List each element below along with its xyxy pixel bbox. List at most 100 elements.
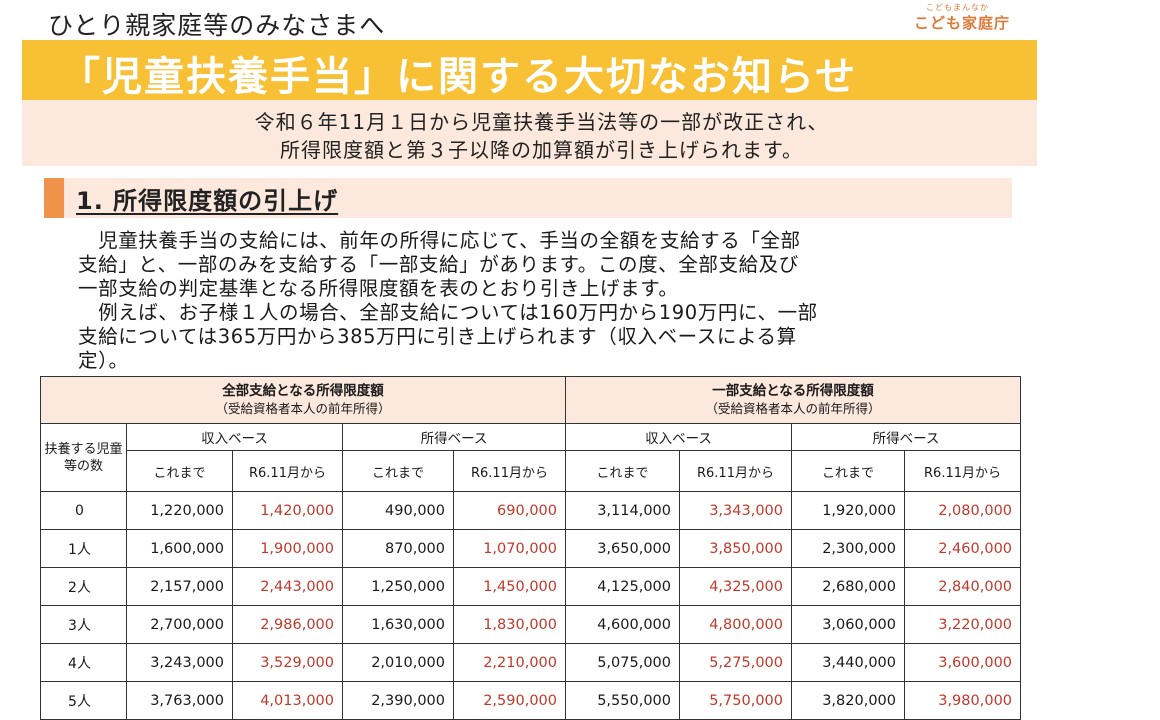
new-limit-cell: 1,450,000 [453,567,566,606]
section-heading-block: 1. 所得限度額の引上げ [44,178,1012,218]
new-limit-cell: 2,443,000 [232,567,343,606]
earnings-basis-header: 所得ベース [342,423,566,451]
partial-payment-subtitle: （受給資格者本人の前年所得） [705,401,881,416]
dependents-count-cell: 3人 [40,605,127,644]
old-limit-cell: 1,600,000 [126,529,233,568]
period-header-row: これまで R6.11月から これまで R6.11月から これまで R6.11月か… [41,450,1022,492]
dependents-count-header: 扶養する児童等の数 [40,423,127,492]
basis-header-row: 扶養する児童等の数 収入ベース 所得ベース 収入ベース 所得ベース [40,423,1022,492]
dependents-count-cell: 0 [40,491,127,530]
subtitle-line-1: 令和６年11月１日から児童扶養手当法等の一部が改正され、 [254,110,829,134]
section-accent-bar [44,178,64,218]
table-row: 1人 1,600,000 1,900,000 870,000 1,070,000 3,65… [40,529,1022,568]
old-limit-cell: 3,060,000 [791,605,905,644]
after-column-header: R6.11月から [232,450,343,492]
old-limit-cell: 3,763,000 [126,681,233,720]
subtitle-band: 令和６年11月１日から児童扶養手当法等の一部が改正され、 所得限度額と第３子以降… [22,100,1037,166]
new-limit-cell: 2,080,000 [903,491,1022,530]
new-limit-cell: 2,210,000 [453,643,566,682]
paragraph-line: 一部支給の判定基準となる所得限度額を表のとおり引き上げます。 [78,277,679,300]
paragraph-line: 児童扶養手当の支給には、前年の所得に応じて、手当の全額を支給する「全部 [78,229,801,252]
old-limit-cell: 490,000 [342,491,454,530]
new-limit-cell: 3,980,000 [903,681,1022,720]
paragraph-line: 例えば、お子様１人の場合、全部支給については160万円から190万円に、一部 [78,301,818,324]
new-limit-cell: 3,850,000 [679,529,792,568]
after-column-header: R6.11月から [453,450,566,492]
full-payment-group-header: 全部支給となる所得限度額 （受給資格者本人の前年所得） [40,376,566,424]
section-heading: 1. 所得限度額の引上げ [76,187,339,215]
title-band: 「児童扶養手当」に関する大切なお知らせ [22,40,1037,100]
paragraph-line: 定）。 [78,349,129,372]
old-limit-cell: 2,300,000 [791,529,905,568]
old-limit-cell: 1,220,000 [126,491,233,530]
table-row: 3人 2,700,000 2,986,000 1,630,000 1,830,000 4,… [40,605,1022,644]
dependents-count-cell: 2人 [40,567,127,606]
old-limit-cell: 5,550,000 [565,681,680,720]
full-payment-subtitle: （受給資格者本人の前年所得） [215,401,391,416]
new-limit-cell: 5,750,000 [679,681,792,720]
table-row: 4人 3,243,000 3,529,000 2,010,000 2,210,000 5,… [40,643,1022,682]
old-limit-cell: 3,650,000 [565,529,680,568]
page-title: 「児童扶養手当」に関する大切なお知らせ [60,54,858,100]
new-limit-cell: 3,529,000 [232,643,343,682]
income-limit-table: 全部支給となる所得限度額 （受給資格者本人の前年所得） 一部支給となる所得限度額… [40,376,1022,720]
before-column-header: これまで [565,450,680,492]
new-limit-cell: 4,013,000 [232,681,343,720]
old-limit-cell: 1,920,000 [791,491,905,530]
new-limit-cell: 3,220,000 [903,605,1022,644]
agency-logo: こどもまんなか こども家庭庁 [912,2,1012,32]
old-limit-cell: 4,125,000 [565,567,680,606]
group-header-row: 全部支給となる所得限度額 （受給資格者本人の前年所得） 一部支給となる所得限度額… [40,376,1022,424]
new-limit-cell: 4,800,000 [679,605,792,644]
old-limit-cell: 3,114,000 [565,491,680,530]
after-column-header: R6.11月から [679,450,792,492]
old-limit-cell: 3,440,000 [791,643,905,682]
old-limit-cell: 3,243,000 [126,643,233,682]
new-limit-cell: 1,830,000 [453,605,566,644]
before-column-header: これまで [342,450,454,492]
table-row: 0 1,220,000 1,420,000 490,000 690,000 3,114,0… [40,491,1022,530]
new-limit-cell: 3,343,000 [679,491,792,530]
old-limit-cell: 2,700,000 [126,605,233,644]
old-limit-cell: 4,600,000 [565,605,680,644]
new-limit-cell: 4,325,000 [679,567,792,606]
new-limit-cell: 690,000 [453,491,566,530]
dependents-count-cell: 1人 [40,529,127,568]
new-limit-cell: 1,900,000 [232,529,343,568]
logo-tagline: こどもまんなか [926,3,989,12]
new-limit-cell: 3,600,000 [903,643,1022,682]
new-limit-cell: 2,460,000 [903,529,1022,568]
new-limit-cell: 2,840,000 [903,567,1022,606]
old-limit-cell: 2,680,000 [791,567,905,606]
new-limit-cell: 1,070,000 [453,529,566,568]
paragraph-line: 支給については365万円から385万円に引き上げられます（収入ベースによる算 [78,325,797,348]
income-basis-header: 収入ベース [565,423,792,451]
earnings-basis-header: 所得ベース [790,423,1022,451]
new-limit-cell: 5,275,000 [679,643,792,682]
old-limit-cell: 2,390,000 [342,681,454,720]
income-basis-header: 収入ベース [126,423,343,451]
new-limit-cell: 1,420,000 [232,491,343,530]
old-limit-cell: 2,157,000 [126,567,233,606]
paragraph-line: 支給」と、一部のみを支給する「一部支給」があります。この度、全部支給及び [78,253,799,276]
old-limit-cell: 870,000 [342,529,454,568]
old-limit-cell: 1,250,000 [342,567,454,606]
old-limit-cell: 2,010,000 [342,643,454,682]
before-column-header: これまで [126,450,233,492]
partial-payment-group-header: 一部支給となる所得限度額 （受給資格者本人の前年所得） [564,376,1022,424]
table-row: 2人 2,157,000 2,443,000 1,250,000 1,450,000 4,… [40,567,1022,606]
logo-agency-name: こども家庭庁 [914,14,1011,32]
partial-payment-title: 一部支給となる所得限度額 [712,383,874,399]
table-row: 5人 3,763,000 4,013,000 2,390,000 2,590,000 5,… [40,681,1022,720]
dependents-count-cell: 4人 [40,643,127,682]
full-payment-title: 全部支給となる所得限度額 [222,383,384,399]
subtitle-line-2: 所得限度額と第３子以降の加算額が引き上げられます。 [280,138,803,162]
old-limit-cell: 1,630,000 [342,605,454,644]
audience-heading: ひとり親家庭等のみなさまへ [48,11,386,40]
new-limit-cell: 2,590,000 [453,681,566,720]
new-limit-cell: 2,986,000 [232,605,343,644]
old-limit-cell: 3,820,000 [791,681,905,720]
old-limit-cell: 5,075,000 [565,643,680,682]
after-column-header: R6.11月から [903,450,1022,492]
dependents-count-cell: 5人 [40,681,127,720]
